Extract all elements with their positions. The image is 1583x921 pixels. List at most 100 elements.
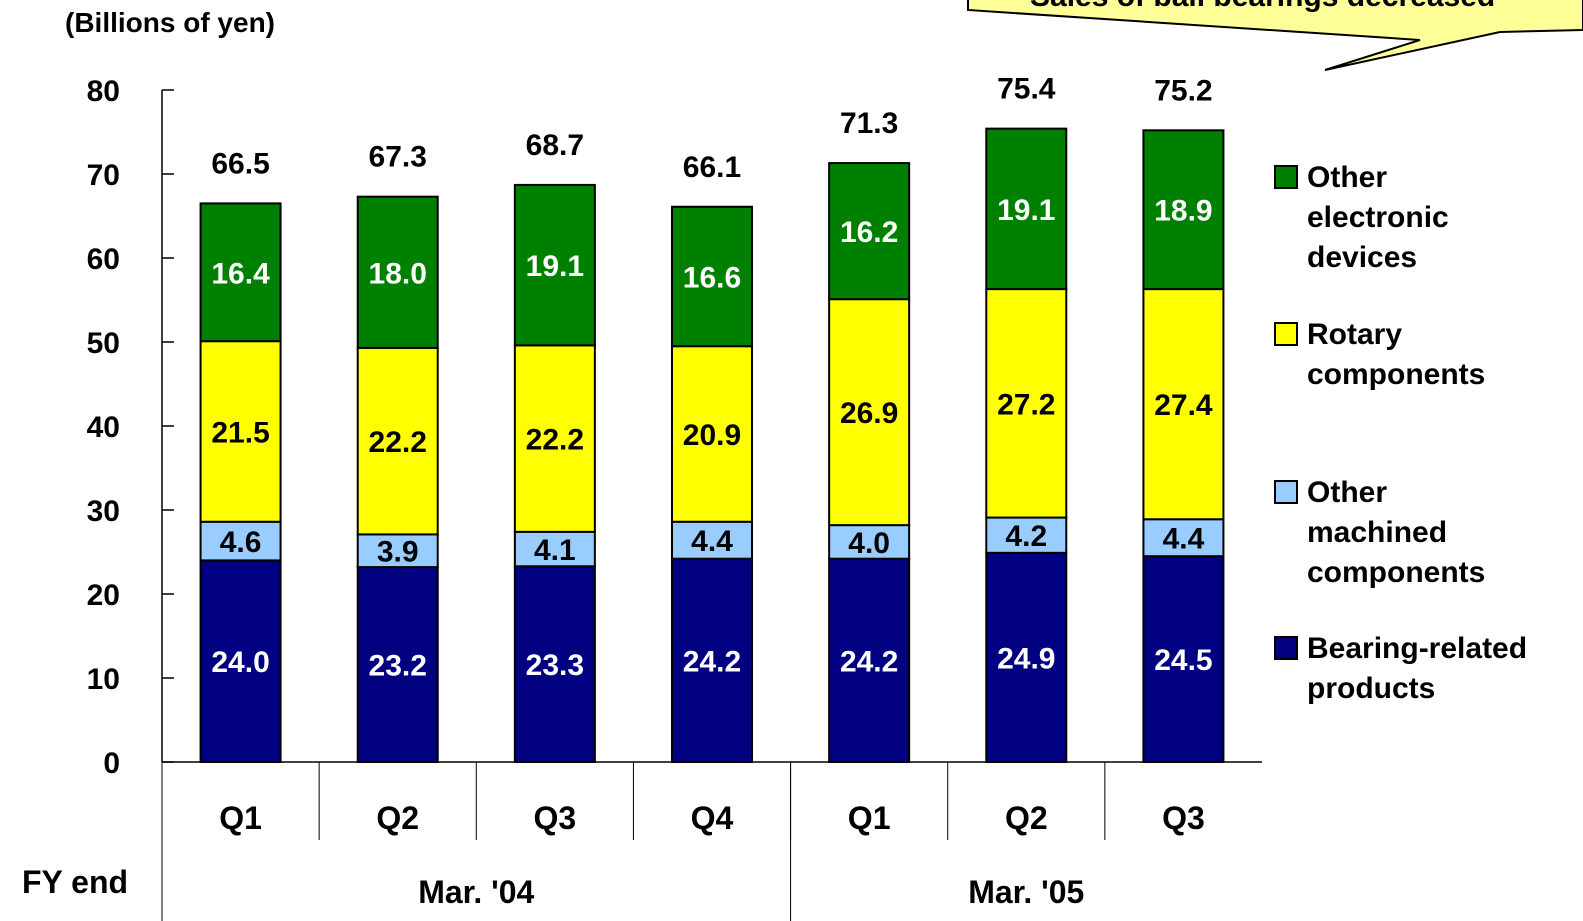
segment-value-label: 24.0: [211, 646, 269, 679]
legend-label: machined: [1307, 516, 1447, 549]
bar-segment: [1142, 518, 1225, 558]
x-tick-label: Q1: [219, 800, 262, 836]
total-value-label: 66.5: [211, 147, 269, 180]
bars: [199, 127, 1225, 764]
bar-segment: [356, 566, 439, 763]
segment-value-label: 4.6: [220, 526, 262, 559]
segment-value-label: 23.2: [369, 650, 427, 683]
y-tick-label: 0: [103, 747, 120, 780]
bar-segment: [199, 520, 282, 562]
bar-segment: [1142, 288, 1225, 521]
x-tick-label: Q4: [691, 800, 734, 836]
bar-segment: [828, 557, 911, 763]
bar-segment: [1142, 129, 1225, 291]
x-tick-label: Q1: [848, 800, 891, 836]
bar-segment: [985, 127, 1068, 291]
total-value-label: 75.2: [1154, 74, 1212, 107]
data-labels: 24.0 4.6 21.5 16.4 66.5 23.2 3.9 22.2 18.0 67.3 23…: [211, 73, 1213, 683]
callout-text: Sales of ball bearings decreased: [1030, 0, 1495, 13]
legend-swatch: [1274, 322, 1298, 346]
axes: 0 10 20 30 40 50 60 70 80: [87, 75, 1262, 780]
x-tick-label: Q2: [376, 800, 419, 836]
bar-segment: [828, 298, 911, 527]
fy-end-label: FY end: [22, 864, 128, 900]
legend-swatch: [1274, 636, 1298, 660]
legend-label: electronic: [1307, 201, 1449, 234]
callout-bubble: Sales of ball bearings decreased: [967, 0, 1583, 71]
bar-segment: [671, 205, 753, 348]
bar-segment: [356, 346, 439, 536]
segment-value-label: 4.1: [534, 534, 576, 567]
x-tick-label: Q3: [534, 800, 577, 836]
segment-value-label: 21.5: [211, 416, 269, 449]
x-tick-label: Q2: [1005, 800, 1048, 836]
y-axis-title: (Billions of yen): [65, 7, 275, 38]
legend-item: Other electronic devices: [1274, 161, 1449, 274]
segment-value-label: 4.0: [848, 527, 890, 560]
legend-item: Rotary components: [1274, 318, 1485, 391]
total-value-label: 67.3: [369, 141, 427, 174]
bar-segment: [513, 565, 596, 764]
bar-segment: [985, 551, 1068, 764]
x-tick-label: Q3: [1162, 800, 1205, 836]
bar-segment: [828, 524, 911, 560]
bar-segment: [985, 516, 1068, 554]
y-tick-label: 60: [87, 243, 120, 276]
bar-segment: [513, 183, 596, 347]
segment-value-label: 24.2: [840, 645, 898, 678]
segment-value-label: 4.4: [691, 525, 733, 558]
total-value-label: 68.7: [526, 129, 584, 162]
segment-value-label: 26.9: [840, 397, 898, 430]
total-value-label: 71.3: [840, 107, 898, 140]
y-tick-label: 30: [87, 495, 120, 528]
segment-value-label: 3.9: [377, 536, 419, 569]
bar-segment: [356, 533, 439, 569]
y-tick-label: 80: [87, 75, 120, 108]
bar-segment: [513, 344, 596, 533]
segment-value-label: 24.5: [1154, 644, 1212, 677]
segment-value-label: 16.2: [840, 216, 898, 249]
bar-segment: [985, 288, 1068, 519]
legend-label: Other: [1307, 476, 1387, 509]
segment-value-label: 23.3: [526, 649, 584, 682]
bar-segment: [513, 530, 596, 568]
y-tick-label: 50: [87, 327, 120, 360]
bar-segment: [356, 195, 439, 349]
x-axis: FY end Q1 Q2 Q3 Q4 Q1 Q2 Q3 Mar. '04 Mar. '05: [22, 762, 1205, 921]
bar-segment: [828, 162, 911, 301]
group-label: Mar. '04: [418, 874, 534, 910]
y-tick-label: 10: [87, 663, 120, 696]
legend-item: Other machined components: [1274, 476, 1485, 589]
legend-label: Other: [1307, 161, 1387, 194]
legend-label: Rotary: [1307, 318, 1402, 351]
total-value-label: 66.1: [683, 151, 741, 184]
segment-value-label: 4.4: [1163, 523, 1205, 556]
segment-value-label: 22.2: [526, 424, 584, 457]
segment-value-label: 24.9: [997, 642, 1055, 675]
segment-value-label: 18.0: [369, 257, 427, 290]
total-value-label: 75.4: [997, 73, 1056, 106]
legend-label: Bearing-related: [1307, 632, 1527, 665]
bar-segment: [671, 557, 753, 763]
bar-segment: [1142, 555, 1225, 764]
legend-label: components: [1307, 358, 1485, 391]
segment-value-label: 22.2: [369, 426, 427, 459]
legend-label: devices: [1307, 241, 1417, 274]
callout-shape: [967, 0, 1583, 71]
legend-item: Bearing-related products: [1274, 632, 1527, 705]
legend-label: components: [1307, 556, 1485, 589]
group-label: Mar. '05: [968, 874, 1084, 910]
segment-value-label: 24.2: [683, 645, 741, 678]
legend-label: products: [1307, 672, 1435, 705]
segment-value-label: 27.4: [1154, 389, 1213, 422]
y-tick-label: 40: [87, 411, 120, 444]
segment-value-label: 16.4: [211, 257, 270, 290]
segment-value-label: 19.1: [526, 250, 584, 283]
segment-value-label: 18.9: [1154, 195, 1212, 228]
legend-swatch: [1274, 480, 1298, 504]
segment-value-label: 20.9: [683, 419, 741, 452]
bar-segment: [671, 345, 753, 523]
segment-value-label: 27.2: [997, 388, 1055, 421]
legend-swatch: [1274, 165, 1298, 189]
